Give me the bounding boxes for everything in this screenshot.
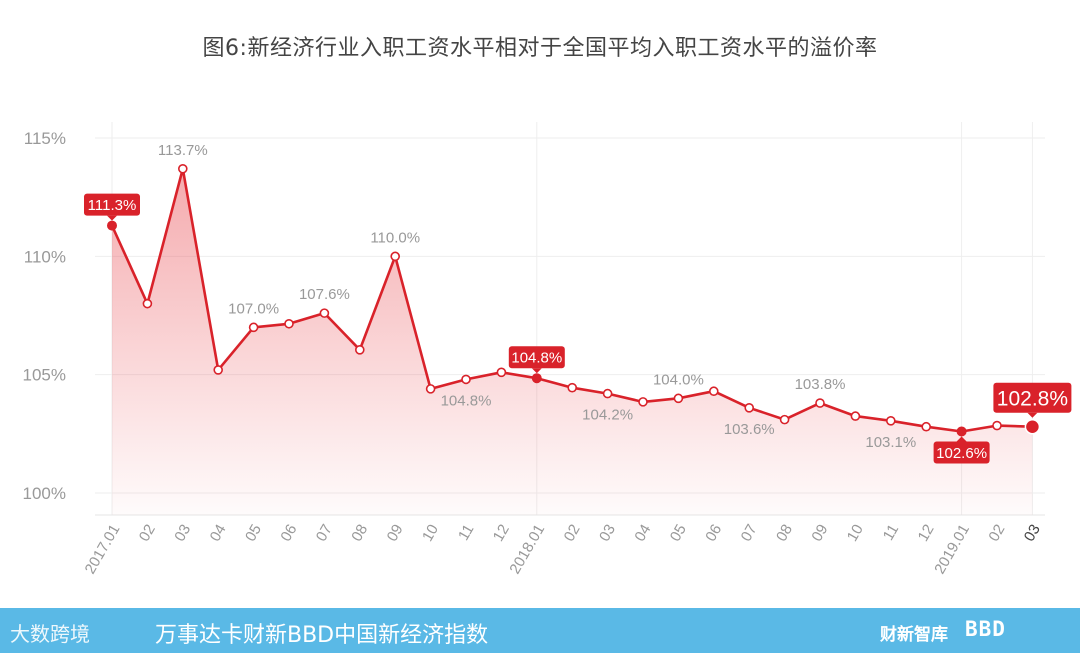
y-tick-label: 110% [24,247,66,266]
series-area [112,168,1033,516]
footer-logo-bbd: BBD [965,617,1006,641]
data-point [956,426,967,437]
data-point [213,365,223,375]
data-point [1024,418,1041,435]
data-point [496,367,507,378]
data-point [354,345,365,355]
y-tick-label: 100% [23,484,66,503]
x-tick-label: 2018.01 [506,522,548,577]
data-point [319,308,330,318]
x-tick-label: 09 [808,522,831,545]
callout-label: 104.8% [508,346,565,374]
y-axis: 100% 105% 110% 115% [23,129,66,503]
data-point [708,386,719,397]
x-tick-label: 07 [738,522,761,545]
x-tick-label: 02 [985,522,1008,545]
footer-logo-caixin: 财新智库 [880,625,948,645]
x-tick-label: 08 [773,522,796,545]
x-tick-label: 08 [348,522,371,545]
data-point [284,318,294,329]
x-tick-label: 10 [844,522,867,545]
data-point [779,414,790,425]
x-tick-label: 04 [207,522,230,545]
footer-product-name: 万事达卡财新BBD中国新经济指数 [155,623,489,648]
callout-box [993,382,1072,413]
x-tick-label: 03 [596,522,619,545]
callout-text: 102.6% [936,445,987,462]
x-tick-label: 03 [171,522,194,545]
data-label: 113.7% [158,142,208,159]
chart-title: 图6:新经济行业入职工资水平相对于全国平均入职工资水平的溢价率 [202,36,878,61]
data-point [178,163,188,174]
callout-pointer [107,215,117,221]
callout-box [84,193,140,216]
x-tick-label: 05 [242,522,265,545]
data-point [744,402,755,413]
x-tick-label: 11 [455,522,478,544]
data-label: 110.0% [370,229,420,246]
line-chart: 100% 105% 110% 115% 2017.01 02 03 04 05 06 07 08 09… [23,122,1072,577]
data-point [602,388,613,399]
data-point [638,397,648,407]
callout-pointer [956,436,967,442]
x-tick-label: 2019.01 [931,522,973,577]
callout-box [933,441,990,464]
x-tick-label: 06 [277,522,300,545]
x-tick-label: 07 [313,522,336,545]
y-tick-label: 115% [24,129,66,148]
x-tick-label: 02 [561,522,584,545]
callout-pointer [1027,412,1038,418]
x-tick-label: 11 [880,522,903,544]
data-point [673,393,684,404]
x-tick-label: 12 [490,522,513,545]
data-label: 104.0% [653,371,704,388]
data-label: 104.8% [441,392,492,409]
footer-brand: 大数跨境 [10,622,90,646]
x-tick-label: 09 [384,522,407,545]
x-tick-label: 2017.01 [82,522,124,577]
data-point [425,384,436,394]
data-labels: 111.3% 113.7% 107.0% 107.6% 110.0% 104.8% 104.… [84,142,1072,464]
data-label: 103.1% [865,434,916,451]
data-point [850,411,861,421]
x-tick-label: 02 [136,522,159,545]
data-point [461,374,471,385]
callout-text: 111.3% [88,197,137,214]
callout-label: 102.8% [993,382,1072,418]
data-point [531,373,542,384]
data-point [992,420,1002,431]
x-tick-label: 10 [419,522,442,545]
x-tick-label: 06 [702,522,725,545]
x-tick-label: 12 [915,522,938,545]
data-label: 103.8% [795,376,846,393]
callout-text: 104.8% [511,350,562,367]
data-point [921,421,932,432]
callout-label: 102.6% [933,436,990,464]
data-point [142,298,153,309]
x-tick-label: 05 [667,522,690,545]
data-point [567,382,578,393]
data-label: 107.0% [228,300,279,317]
data-point [107,220,117,231]
callout-pointer [531,368,542,374]
data-point [248,322,259,333]
data-label: 104.2% [582,407,633,424]
data-label: 103.6% [724,421,775,438]
x-tick-label: 03 [1021,522,1044,545]
series-points [107,163,1041,437]
callout-box [508,346,565,369]
footer-bar: 大数跨境 万事达卡财新BBD中国新经济指数 财新智库 BBD [0,608,1080,653]
data-point [390,251,401,262]
data-point [815,398,825,408]
data-point [885,416,896,426]
callout-text: 102.8% [997,387,1068,410]
data-label: 107.6% [299,286,350,303]
callout-label: 111.3% [84,193,140,221]
x-tick-label: 04 [631,522,654,545]
y-tick-label: 105% [23,366,66,385]
